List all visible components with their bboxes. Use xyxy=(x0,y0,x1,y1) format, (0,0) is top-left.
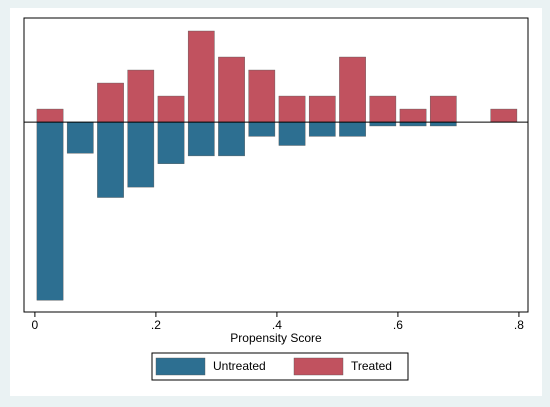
bar xyxy=(248,121,276,137)
bar xyxy=(157,95,185,123)
x-tick-label: .4 xyxy=(272,318,282,332)
bar xyxy=(66,121,94,154)
bar xyxy=(369,95,397,123)
bar xyxy=(218,56,245,123)
bar xyxy=(339,121,366,137)
bar xyxy=(36,121,64,301)
bar xyxy=(308,121,336,137)
bar xyxy=(490,108,518,123)
bar xyxy=(399,121,427,127)
x-tick-label: .2 xyxy=(151,318,161,332)
x-tick-label: .8 xyxy=(514,318,524,332)
bar xyxy=(429,95,457,123)
bar xyxy=(187,30,215,123)
x-tick-label: .6 xyxy=(393,318,403,332)
bar xyxy=(248,69,276,123)
bar xyxy=(278,95,306,123)
bar xyxy=(308,95,336,123)
legend-swatch xyxy=(155,357,206,376)
bar xyxy=(218,121,245,157)
legend-label: Untreated xyxy=(213,359,266,373)
bar xyxy=(157,121,185,164)
bar xyxy=(187,121,215,157)
bar xyxy=(278,121,306,146)
x-tick-label: 0 xyxy=(32,318,39,332)
bar xyxy=(97,82,124,123)
x-axis-label: Propensity Score xyxy=(230,331,322,345)
legend-label: Treated xyxy=(351,359,392,373)
bar xyxy=(369,121,397,127)
bar xyxy=(339,56,366,123)
bar xyxy=(429,121,457,127)
bar xyxy=(127,69,155,123)
bar xyxy=(97,121,124,198)
legend-swatch xyxy=(293,357,344,376)
bar xyxy=(399,108,427,123)
bar xyxy=(127,121,155,188)
bar xyxy=(36,108,64,123)
